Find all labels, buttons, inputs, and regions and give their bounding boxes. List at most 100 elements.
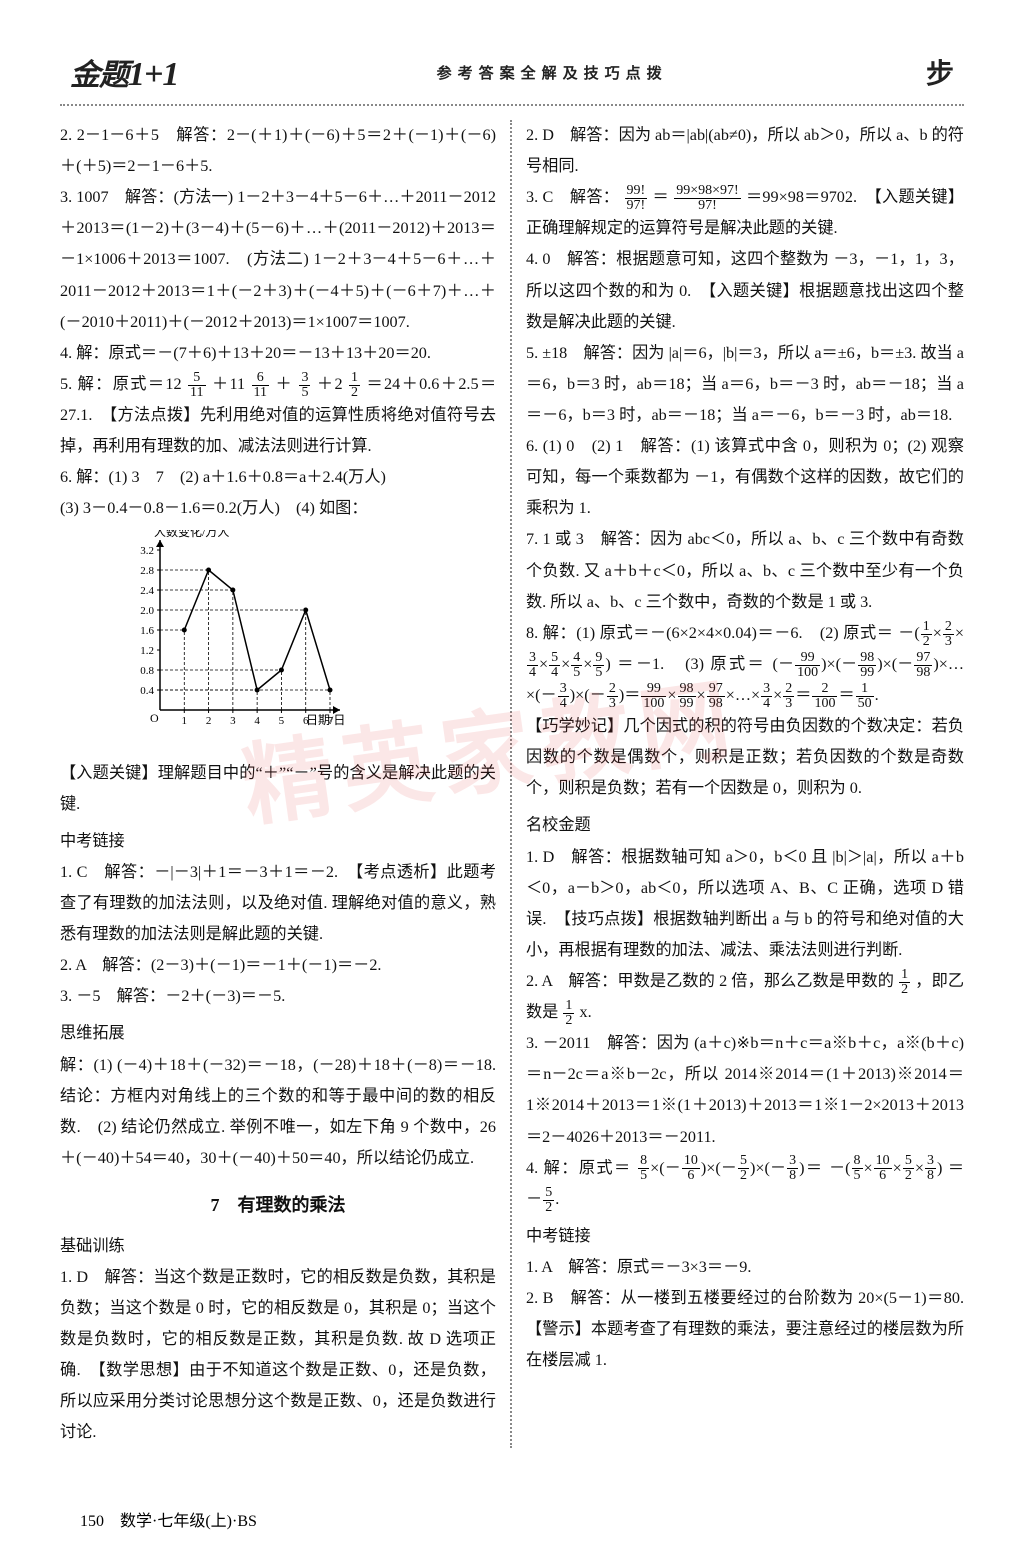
svg-text:1: 1 (182, 715, 188, 727)
mx-4: 4. 解：原式＝ 85×(－106)×(－52)×(－38)＝ －(85×106… (526, 1153, 964, 1215)
p5-b: ＋11 (212, 375, 245, 393)
f95: 95 (593, 651, 604, 680)
r8a: 8. 解：(1) 原式＝－(6×2×4×0.04)＝－6. (2) 原式＝ (526, 624, 894, 642)
problem-6c: 【入题关键】理解题目中的“＋”“－”号的含义是解决此题的关键. (60, 758, 496, 820)
f12b: 12 (899, 968, 910, 997)
f9899: 9899 (858, 651, 876, 680)
problem-4: 4. 解：原式＝－(7＋6)＋13＋20＝－13＋13＋20＝20. (60, 338, 496, 369)
f52b: 52 (903, 1154, 914, 1183)
f38b: 38 (925, 1154, 936, 1183)
mx2a: 2. A 解答：甲数是乙数的 2 倍，那么乙数是甲数的 (526, 972, 894, 990)
f150: 150 (856, 682, 874, 711)
r8b: ＝－1. (3) 原式＝ (617, 655, 766, 673)
mingxiao-title: 名校金题 (526, 810, 964, 841)
problem-6a: 6. 解：(1) 3 7 (2) a＋1.6＋0.8＝a＋2.4(万人) (60, 462, 496, 493)
r-problem-6: 6. (1) 0 (2) 1 解答：(1) 该算式中含 0，则积为 0；(2) … (526, 431, 964, 524)
svg-text:5: 5 (279, 715, 285, 727)
jc-1: 1. D 解答：当这个数是正数时，它的相反数是负数，其积是负数；当这个数是 0 … (60, 1262, 496, 1449)
rzk-2: 2. B 解答：从一楼到五楼要经过的台阶数为 20×(5－1)＝80. 【警示】… (526, 1283, 964, 1376)
f23b: 23 (607, 682, 618, 711)
jichu-title: 基础训练 (60, 1231, 496, 1262)
f34c: 34 (761, 682, 772, 711)
f38: 38 (787, 1154, 798, 1183)
header-divider (60, 104, 964, 106)
chart-svg: 0.40.81.21.62.02.42.83.21234567O人数变化/万人日… (120, 530, 360, 740)
frac-999897-97: 99×98×97!97! (674, 184, 740, 213)
right-column: 2. D 解答：因为 ab＝|ab|(ab≠0)，所以 ab＞0，所以 a、b … (512, 120, 964, 1448)
p5-d: ＋2 (317, 375, 343, 393)
f85b: 85 (852, 1154, 863, 1183)
r-problem-4: 4. 0 解答：根据题意可知，这四个整数为 －3，－1，1，3，所以这四个数的和… (526, 244, 964, 337)
f85: 85 (638, 1154, 649, 1183)
frac-3-5: 35 (299, 371, 310, 400)
f54: 54 (549, 651, 560, 680)
footer-text: 数学·七年级(上)·BS (120, 1513, 257, 1530)
mx-2: 2. A 解答：甲数是乙数的 2 倍，那么乙数是甲数的 12 ，即乙数是 12 … (526, 966, 964, 1028)
zk-1: 1. C 解答：－|－3|＋1＝－3＋1＝－2. 【考点透析】此题考查了有理数的… (60, 857, 496, 950)
logo: 金题1+1 (70, 50, 178, 94)
frac-6-11: 611 (252, 371, 269, 400)
line-chart: 0.40.81.21.62.02.42.83.21234567O人数变化/万人日… (120, 530, 496, 751)
mx-1: 1. D 解答：根据数轴可知 a＞0，b＜0 且 |b|＞|a|，所以 a＋b＜… (526, 842, 964, 966)
problem-2: 2. 2－1－6＋5 解答：2－(＋1)＋(－6)＋5＝2＋(－1)＋(－6)＋… (60, 120, 496, 182)
r-problem-8c: 【巧学妙记】几个因式的积的符号由负因数的个数决定：若负因数的个数是偶数个，则积是… (526, 711, 964, 804)
rzk-1: 1. A 解答：原式＝－3×3＝－9. (526, 1252, 964, 1283)
svg-text:0.8: 0.8 (140, 665, 154, 677)
left-column: 2. 2－1－6＋5 解答：2－(＋1)＋(－6)＋5＝2＋(－1)＋(－6)＋… (60, 120, 512, 1448)
frac-5-11: 511 (188, 371, 205, 400)
f23c: 23 (783, 682, 794, 711)
f99100: 99100 (795, 651, 820, 680)
f12c: 12 (563, 999, 574, 1028)
frac-99f-97f: 99!97! (625, 184, 648, 213)
mx4b: ＝ (948, 1159, 964, 1177)
r-problem-8: 8. 解：(1) 原式＝－(6×2×4×0.04)＝－6. (2) 原式＝ －(… (526, 618, 964, 711)
f52c: 52 (543, 1186, 554, 1215)
siwei-body: 解：(1) (－4)＋18＋(－32)＝－18，(－28)＋18＋(－8)＝－1… (60, 1050, 496, 1174)
r-problem-3: 3. C 解答： 99!97! ＝ 99×98×97!97! ＝99×98＝97… (526, 182, 964, 244)
zk-2: 2. A 解答：(2－3)＋(－1)＝－1＋(－1)＝－2. (60, 950, 496, 981)
problem-6b: (3) 3－0.4－0.8－1.6＝0.2(万人) (4) 如图： (60, 493, 496, 524)
f9798: 9798 (914, 651, 932, 680)
r-problem-5: 5. ±18 解答：因为 |a|＝6，|b|＝3，所以 a＝±6，b＝±3. 故… (526, 338, 964, 431)
svg-text:2.8: 2.8 (140, 565, 154, 577)
r3b: ＝ (653, 188, 669, 206)
f45: 45 (571, 651, 582, 680)
svg-text:1.6: 1.6 (140, 625, 154, 637)
footer: 150 数学·七年级(上)·BS (80, 1507, 257, 1531)
problem-5: 5. 解：原式＝12 511 ＋11 611 ＋ 35 ＋2 12 ＝24＋0.… (60, 369, 496, 462)
svg-text:人数变化/万人: 人数变化/万人 (154, 530, 229, 539)
mx-3: 3. －2011 解答：因为 (a＋c)※b＝n＋c＝a※b＋c，a※(b＋c)… (526, 1028, 964, 1152)
siwei-title: 思维拓展 (60, 1018, 496, 1049)
svg-text:4: 4 (254, 715, 260, 727)
svg-text:2.4: 2.4 (140, 585, 154, 597)
r-problem-7: 7. 1 或 3 解答：因为 abc＜0，所以 a、b、c 三个数中有奇数个负数… (526, 524, 964, 617)
svg-text:2: 2 (206, 715, 212, 727)
zhongkao-title: 中考链接 (60, 826, 496, 857)
svg-text:2.0: 2.0 (140, 605, 154, 617)
svg-text:日期/日: 日期/日 (306, 713, 345, 727)
f34: 34 (527, 651, 538, 680)
f2100: 2100 (812, 682, 837, 711)
page-number: 150 (80, 1513, 104, 1530)
logo-prefix: 金题 (70, 59, 128, 92)
f99100b: 99100 (641, 682, 666, 711)
mx2c: x. (579, 1003, 591, 1021)
header-title: 参考答案全解及技巧点拨 (437, 62, 668, 83)
r-problem-2: 2. D 解答：因为 ab＝|ab|(ab≠0)，所以 ab＞0，所以 a、b … (526, 120, 964, 182)
svg-text:0.4: 0.4 (140, 685, 154, 697)
f106b: 106 (874, 1154, 892, 1183)
svg-text:O: O (150, 711, 159, 725)
p5-c: ＋ (275, 375, 293, 393)
section-7-title: 7 有理数的乘法 (60, 1188, 496, 1223)
svg-text:1.2: 1.2 (140, 645, 154, 657)
content-columns: 2. 2－1－6＋5 解答：2－(＋1)＋(－6)＋5＝2＋(－1)＋(－6)＋… (60, 120, 964, 1448)
frac-1-2: 12 (349, 371, 360, 400)
p5-a: 5. 解：原式＝12 (60, 375, 182, 393)
zk-3: 3. －5 解答：－2＋(－3)＝－5. (60, 981, 496, 1012)
logo-suffix: 1+1 (128, 56, 178, 93)
r3a: 3. C 解答： (526, 188, 619, 206)
page: 精英家教网 金题1+1 参考答案全解及技巧点拨 步 2. 2－1－6＋5 解答：… (0, 0, 1024, 1555)
f9899b: 9899 (678, 682, 696, 711)
f34b: 34 (558, 682, 569, 711)
f12: 12 (921, 620, 932, 649)
